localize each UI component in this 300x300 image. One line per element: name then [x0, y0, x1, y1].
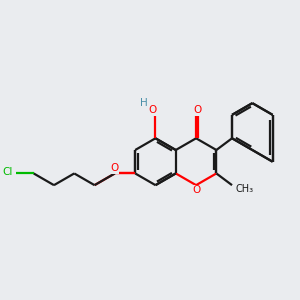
- Text: O: O: [192, 185, 200, 195]
- Text: O: O: [111, 163, 119, 173]
- Text: O: O: [148, 105, 157, 115]
- Text: CH₃: CH₃: [235, 184, 253, 194]
- Text: H: H: [140, 98, 148, 108]
- Text: Cl: Cl: [2, 167, 13, 177]
- Text: O: O: [193, 105, 201, 115]
